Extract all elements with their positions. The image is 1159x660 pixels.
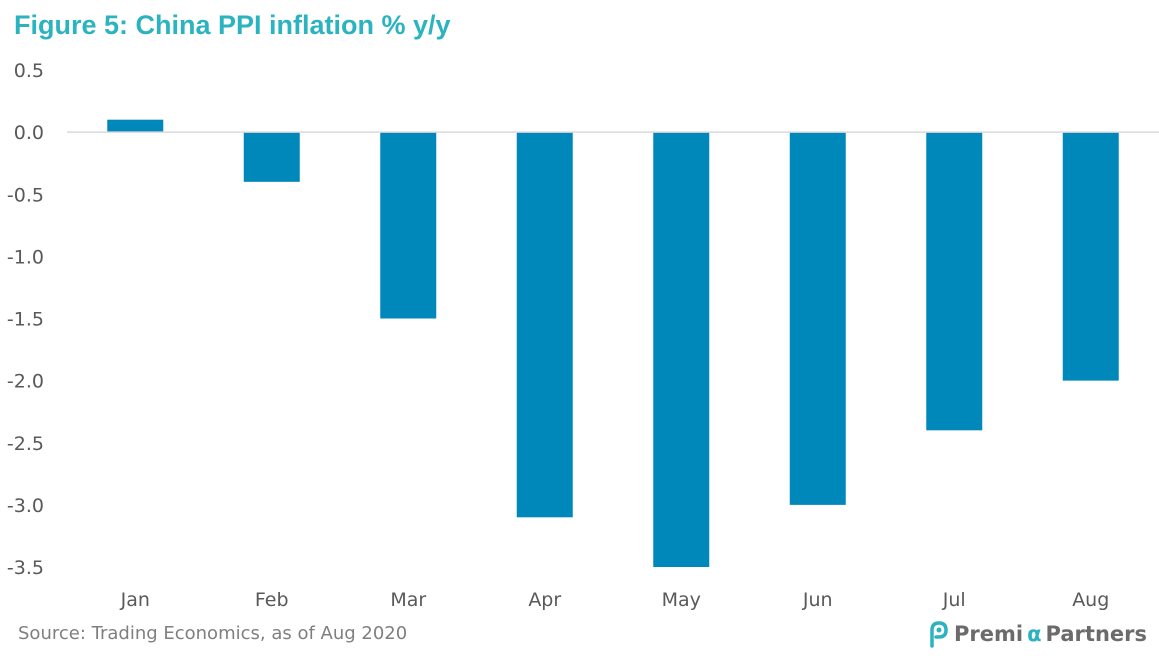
x-tick-label: May (662, 589, 701, 611)
y-tick-label: -3.0 (7, 495, 44, 517)
bar-jan (107, 119, 164, 133)
company-logo: Premi α Partners (928, 620, 1147, 648)
x-tick-label: Mar (390, 589, 426, 611)
bar-series (107, 119, 1119, 567)
bar-may (653, 132, 710, 567)
bar-mar (380, 132, 437, 319)
x-tick-label: Jul (942, 589, 966, 611)
x-tick-label: Jun (802, 589, 833, 611)
y-tick-label: -1.0 (7, 246, 44, 268)
bar-jul (926, 132, 983, 431)
x-tick-label: Jan (120, 589, 150, 611)
bar-apr (516, 132, 573, 518)
y-tick-label: 0.5 (14, 60, 44, 82)
bar-aug (1062, 132, 1119, 381)
y-tick-label: 0.0 (14, 122, 44, 144)
bar-chart: 0.5 0.0 -0.5 -1.0 -1.5 -2.0 -2.5 -3.0 -3.5 Jan Fe… (7, 60, 1159, 611)
source-note: Source: Trading Economics, as of Aug 202… (18, 623, 408, 644)
x-tick-label: Apr (528, 589, 561, 611)
logo-text-pre: Premi (954, 622, 1024, 646)
logo-text-post: Partners (1045, 622, 1147, 646)
y-axis-ticks: 0.5 0.0 -0.5 -1.0 -1.5 -2.0 -2.5 -3.0 -3.5 (7, 60, 44, 579)
premia-logo-mark-icon (930, 621, 948, 648)
chart-title: Figure 5: China PPI inflation % y/y (14, 10, 451, 40)
y-tick-label: -2.5 (7, 433, 44, 455)
x-axis-ticks: Jan Feb Mar Apr May Jun Jul Aug (120, 589, 1110, 611)
y-tick-label: -2.0 (7, 371, 44, 393)
bar-feb (243, 132, 300, 182)
y-tick-label: -3.5 (7, 557, 44, 579)
y-tick-label: -0.5 (7, 184, 44, 206)
logo-text-alpha: α (1027, 622, 1042, 646)
x-tick-label: Feb (255, 589, 289, 611)
y-tick-label: -1.5 (7, 309, 44, 331)
x-tick-label: Aug (1072, 589, 1109, 611)
bar-jun (789, 132, 846, 505)
